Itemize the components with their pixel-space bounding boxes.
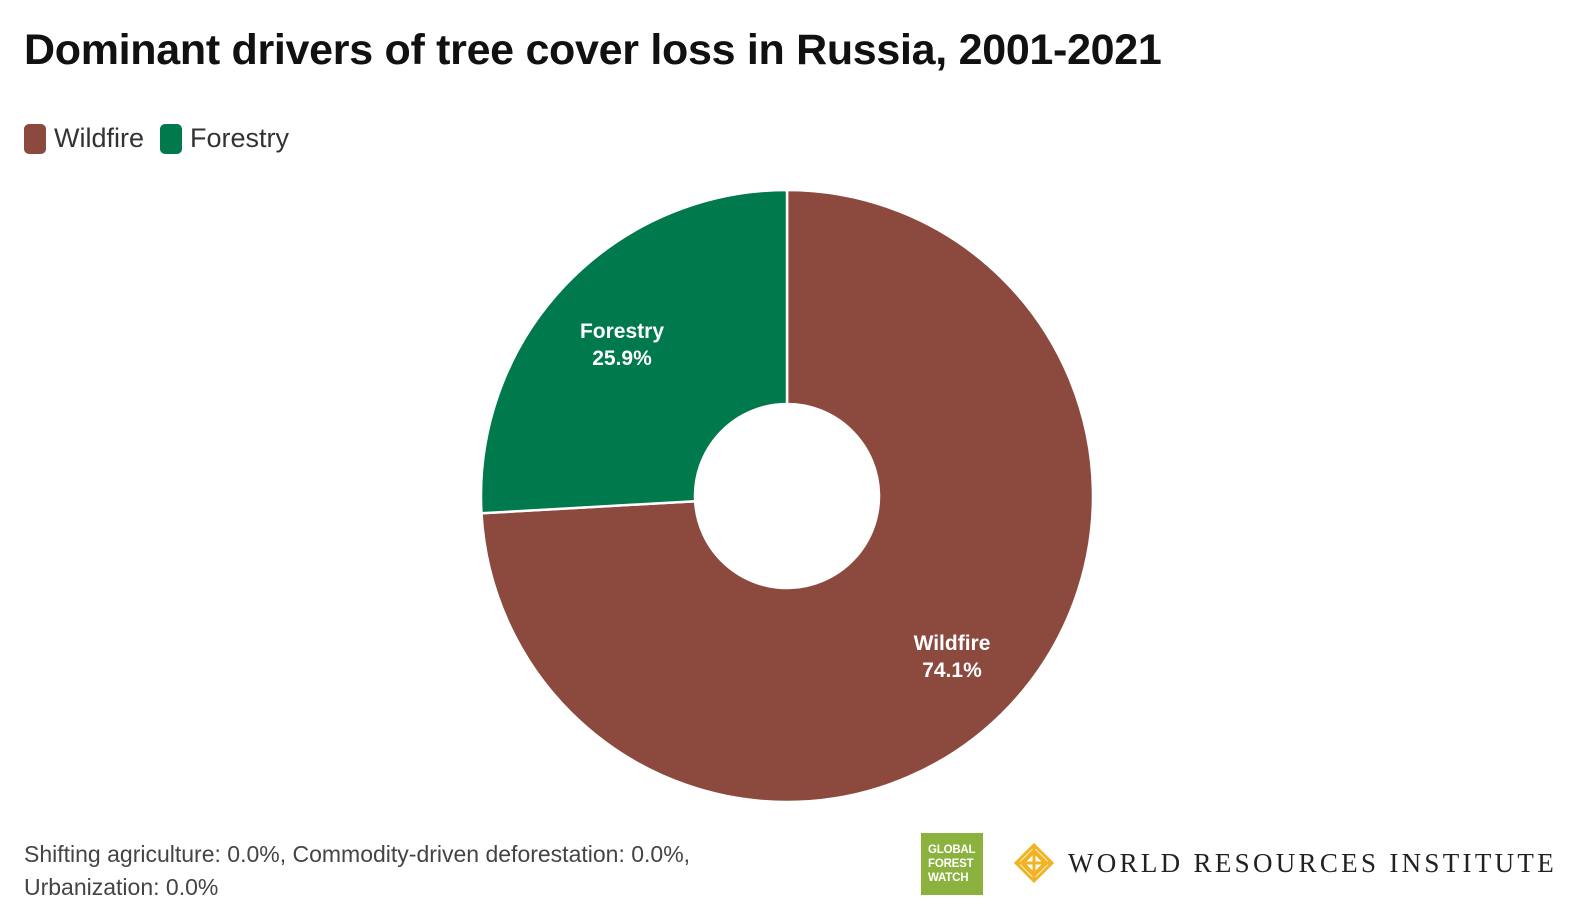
footnote: Shifting agriculture: 0.0%, Commodity-dr… [24,838,824,904]
footnote-line-1: Shifting agriculture: 0.0%, Commodity-dr… [24,841,691,867]
slice-label-wildfire: Wildfire [914,632,991,655]
legend-label-forestry: Forestry [190,123,290,153]
legend-label-wildfire: Wildfire [54,123,145,153]
legend: Wildfire Forestry [24,123,289,154]
legend-swatch-forestry [160,123,183,154]
legend-swatch-wildfire [24,123,46,154]
gfw-logo-line-1: GLOBAL [928,844,976,856]
slice-wildfire[interactable] [480,188,1095,804]
gfw-logo-line-3: WATCH [928,872,969,884]
wri-logo[interactable]: WORLD RESOURCES INSTITUTE [1014,843,1557,883]
slice-value-wildfire: 74.1% [922,659,982,682]
slices-layer [479,188,1095,804]
footnote-line-2: Urbanization: 0.0% [24,874,219,900]
wri-logo-mark-icon [1014,843,1054,883]
global-forest-watch-logo[interactable]: GLOBAL FOREST WATCH [921,833,983,895]
slice-forestry[interactable] [479,188,789,515]
slice-label-forestry: Forestry [580,320,664,343]
legend-item-forestry[interactable]: Forestry [160,123,289,154]
chart-title: Dominant drivers of tree cover loss in R… [24,26,1162,74]
slice-value-forestry: 25.9% [592,347,652,370]
labels-layer: Wildfire 74.1% Forestry 25.9% [580,320,990,682]
legend-item-wildfire[interactable]: Wildfire [24,123,144,154]
wri-logo-text: WORLD RESOURCES INSTITUTE [1068,847,1557,878]
gfw-logo-line-2: FOREST [928,858,974,870]
